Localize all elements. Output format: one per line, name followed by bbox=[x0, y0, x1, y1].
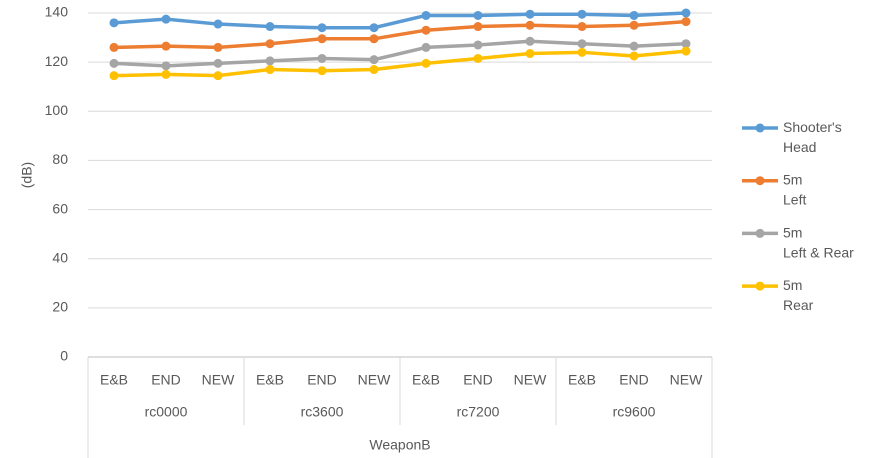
y-tick-label: 20 bbox=[52, 299, 68, 315]
y-tick-label: 100 bbox=[45, 102, 69, 118]
legend-label: 5m Rear bbox=[783, 277, 814, 313]
data-point bbox=[629, 41, 639, 51]
data-point bbox=[473, 40, 483, 50]
legend-label: 5m Left bbox=[783, 171, 806, 207]
data-point bbox=[525, 36, 535, 46]
data-point bbox=[525, 9, 535, 19]
data-point bbox=[161, 69, 171, 79]
legend-marker bbox=[755, 176, 765, 186]
data-point bbox=[629, 10, 639, 20]
data-point bbox=[213, 71, 223, 81]
x-tick-label: NEW bbox=[670, 372, 703, 388]
data-point bbox=[369, 23, 379, 33]
data-point bbox=[109, 58, 119, 68]
supergroup-label: WeaponB bbox=[369, 437, 430, 453]
legend-marker bbox=[755, 228, 765, 238]
data-point bbox=[109, 42, 119, 52]
data-point bbox=[681, 17, 691, 27]
group-label: rc3600 bbox=[301, 404, 344, 420]
data-point bbox=[265, 39, 275, 49]
data-point bbox=[577, 47, 587, 57]
x-tick-label: NEW bbox=[358, 372, 391, 388]
data-point bbox=[161, 61, 171, 71]
x-tick-label: E&B bbox=[412, 372, 440, 388]
data-point bbox=[421, 10, 431, 20]
group-label: rc7200 bbox=[457, 404, 500, 420]
data-point bbox=[213, 58, 223, 68]
group-label: rc9600 bbox=[613, 404, 656, 420]
data-point bbox=[317, 53, 327, 63]
data-point bbox=[473, 10, 483, 20]
data-point bbox=[681, 39, 691, 49]
data-point bbox=[577, 22, 587, 32]
x-tick-label: END bbox=[619, 372, 649, 388]
data-point bbox=[421, 42, 431, 52]
data-point bbox=[213, 19, 223, 29]
data-point bbox=[317, 23, 327, 33]
x-tick-label: E&B bbox=[568, 372, 596, 388]
y-tick-label: 0 bbox=[60, 348, 68, 364]
data-point bbox=[317, 34, 327, 44]
x-tick-label: NEW bbox=[202, 372, 235, 388]
x-tick-label: END bbox=[463, 372, 493, 388]
x-tick-label: E&B bbox=[256, 372, 284, 388]
data-point bbox=[681, 46, 691, 56]
y-tick-label: 140 bbox=[45, 4, 69, 20]
data-point bbox=[161, 14, 171, 24]
data-point bbox=[265, 65, 275, 75]
data-point bbox=[369, 55, 379, 65]
data-point bbox=[369, 65, 379, 75]
data-point bbox=[213, 42, 223, 52]
x-tick-label: END bbox=[151, 372, 181, 388]
data-point bbox=[265, 22, 275, 32]
legend-label: 5m Left & Rear bbox=[783, 224, 854, 260]
group-label: rc0000 bbox=[145, 404, 188, 420]
y-tick-label: 120 bbox=[45, 53, 69, 69]
y-tick-label: 80 bbox=[52, 151, 68, 167]
data-point bbox=[577, 9, 587, 19]
data-point bbox=[629, 51, 639, 61]
data-point bbox=[421, 25, 431, 35]
data-point bbox=[369, 34, 379, 44]
legend-marker bbox=[755, 281, 765, 291]
data-point bbox=[265, 56, 275, 66]
data-point bbox=[109, 18, 119, 28]
data-point bbox=[473, 22, 483, 32]
x-tick-label: END bbox=[307, 372, 337, 388]
series-line bbox=[113, 19, 687, 50]
legend-label: Shooter's Head bbox=[783, 119, 842, 155]
series-line bbox=[113, 39, 687, 68]
series-line bbox=[113, 11, 687, 30]
data-point bbox=[525, 20, 535, 30]
data-point bbox=[525, 49, 535, 59]
data-point bbox=[681, 8, 691, 18]
data-point bbox=[629, 20, 639, 30]
data-point bbox=[421, 58, 431, 68]
data-point bbox=[317, 66, 327, 76]
data-point bbox=[473, 53, 483, 63]
y-tick-label: 60 bbox=[52, 200, 68, 216]
y-axis-label: (dB) bbox=[19, 162, 35, 188]
data-point bbox=[577, 39, 587, 49]
data-point bbox=[109, 71, 119, 81]
data-point bbox=[161, 41, 171, 51]
y-tick-label: 40 bbox=[52, 249, 68, 265]
x-tick-label: NEW bbox=[514, 372, 547, 388]
x-tick-label: E&B bbox=[100, 372, 128, 388]
series-line bbox=[113, 49, 687, 78]
legend-marker bbox=[755, 123, 765, 133]
